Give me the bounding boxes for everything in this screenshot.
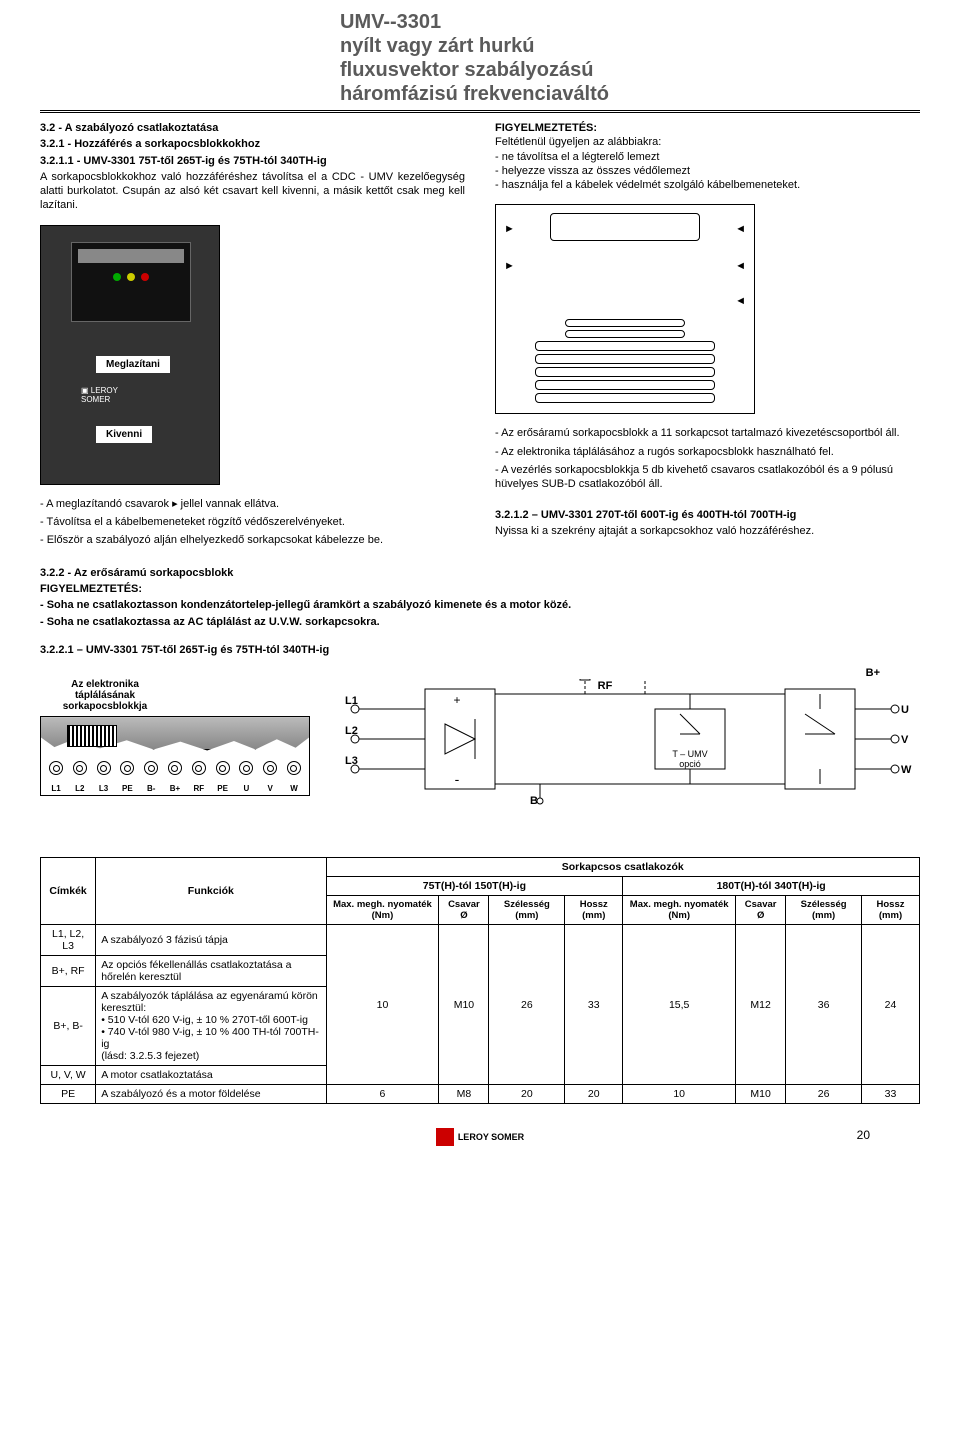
footer-logo: LEROY SOMER <box>436 1128 524 1146</box>
bullet: - Először a szabályozó alján elhelyezked… <box>40 533 465 547</box>
th-szel: Szélesség (mm) <box>489 896 565 925</box>
th-funkciok: Funkciók <box>96 858 326 925</box>
info-bullet: - A vezérlés sorkapocsblokkja 5 db kiveh… <box>495 463 920 492</box>
title-line-3: fluxusvektor szabályozású <box>340 58 920 82</box>
heading-3-2-2: 3.2.2 - Az erősáramú sorkapocsblokk <box>40 566 920 580</box>
th-csavar: Csavar Ø <box>439 896 489 925</box>
th-sorkapcsos: Sorkapcsos csatlakozók <box>326 858 920 877</box>
document-title: UMV--3301 nyílt vagy zárt hurkú fluxusve… <box>340 10 920 106</box>
th-csavar: Csavar Ø <box>736 896 786 925</box>
connector-table: Címkék Funkciók Sorkapcsos csatlakozók 7… <box>40 857 920 1104</box>
warning-bullet: - ne távolítsa el a légterelő lemezt <box>495 150 920 164</box>
svg-text:L3: L3 <box>345 755 358 767</box>
th-hossz: Hossz (mm) <box>565 896 623 925</box>
bullet: - Távolítsa el a kábelbemeneteket rögzít… <box>40 515 465 529</box>
divider <box>40 112 920 113</box>
heading-3-2-1: 3.2.1 - Hozzáférés a sorkapocsblokkokhoz <box>40 137 465 151</box>
svg-text:opció: opció <box>679 759 701 769</box>
svg-text:L2: L2 <box>345 725 358 737</box>
svg-text:RF: RF <box>598 680 613 692</box>
device-panel <box>71 242 191 322</box>
th-max: Max. megh. nyomaték (Nm) <box>623 896 736 925</box>
th-range1: 75T(H)-tól 150T(H)-ig <box>326 877 623 896</box>
warning-heading: FIGYELMEZTETÉS: <box>495 121 920 135</box>
device-illustration: Meglazítani ▣ LEROYSOMER Kivenni <box>40 225 220 485</box>
paragraph: Nyissa ki a szekrény ajtaját a sorkapcso… <box>495 524 920 538</box>
warning-text: Feltétlenül ügyeljen az alábbiakra: <box>495 135 920 149</box>
heading-3-2-1-1: 3.2.1.1 - UMV-3301 75T-től 265T-ig és 75… <box>40 154 465 168</box>
th-max: Max. megh. nyomaték (Nm) <box>326 896 439 925</box>
label-b-plus: B+ <box>40 667 920 679</box>
info-bullet: - Az erősáramú sorkapocsblokk a 11 sorka… <box>495 426 920 440</box>
schematic-diagram: L1 L2 L3 + - RF T – UMV opc <box>330 679 920 849</box>
svg-text:V: V <box>901 734 909 746</box>
th-range2: 180T(H)-tól 340T(H)-ig <box>623 877 920 896</box>
th-hossz: Hossz (mm) <box>862 896 920 925</box>
info-bullet: - Az elektronika táplálásához a rugós so… <box>495 445 920 459</box>
title-line-2: nyílt vagy zárt hurkú <box>340 34 920 58</box>
label-kivenni: Kivenni <box>96 426 152 443</box>
th-cimkek: Címkék <box>41 858 96 925</box>
divider <box>40 110 920 111</box>
svg-text:-: - <box>455 771 460 787</box>
heading-3-2-2-1: 3.2.2.1 – UMV-3301 75T-től 265T-ig és 75… <box>40 643 920 657</box>
heading-3-2: 3.2 - A szabályozó csatlakoztatása <box>40 121 465 135</box>
table-row: PE A szabályozó és a motor földelése 6 M… <box>41 1085 920 1104</box>
th-szel: Szélesség (mm) <box>786 896 862 925</box>
electronics-label: Az elektronika táplálásának sorkapocsblo… <box>40 679 170 712</box>
terminal-strip: L1L2L3PEB-B+RFPEUVW <box>40 716 310 796</box>
label-meglazitani: Meglazítani <box>96 356 170 373</box>
svg-text:W: W <box>901 764 912 776</box>
svg-text:U: U <box>901 704 909 716</box>
warning-bullet: - használja fel a kábelek védelmét szolg… <box>495 178 920 192</box>
svg-text:T – UMV: T – UMV <box>672 749 707 759</box>
title-line-1: UMV--3301 <box>340 10 920 34</box>
paragraph: A sorkapocsblokkokhoz való hozzáféréshez… <box>40 170 465 213</box>
logo-icon: ▣ LEROYSOMER <box>81 386 118 404</box>
warning-bullet: - Soha ne csatlakoztasson kondenzátortel… <box>40 598 920 612</box>
warning-heading: FIGYELMEZTETÉS: <box>40 582 920 596</box>
table-row: L1, L2, L3 A szabályozó 3 fázisú tápja 1… <box>41 925 920 956</box>
page-number: 20 <box>857 1128 870 1142</box>
warning-bullet: - Soha ne csatlakoztassa az AC táplálást… <box>40 615 920 629</box>
terminal-diagram: ◄◄◄ ◄◄ <box>495 204 755 414</box>
bullet: - A meglazítandó csavarok ▸ jellel vanna… <box>40 497 465 511</box>
svg-text:+: + <box>453 693 460 707</box>
warning-bullet: - helyezze vissza az összes védőlemezt <box>495 164 920 178</box>
heading-3-2-1-2: 3.2.1.2 – UMV-3301 270T-től 600T-ig és 4… <box>495 508 920 522</box>
svg-text:L1: L1 <box>345 695 358 707</box>
title-line-4: háromfázisú frekvenciaváltó <box>340 82 920 106</box>
